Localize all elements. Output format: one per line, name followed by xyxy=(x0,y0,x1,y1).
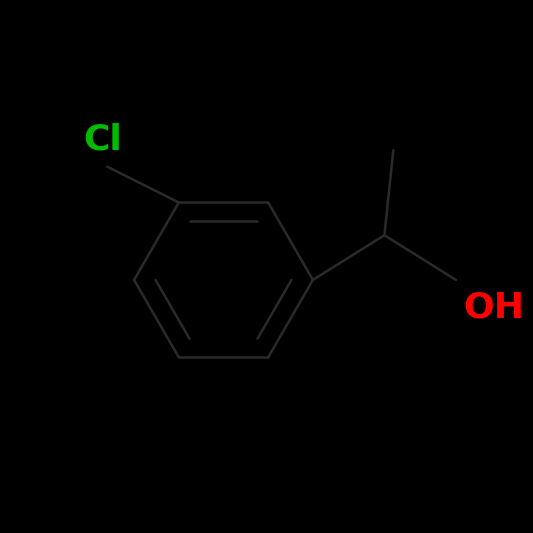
Text: Cl: Cl xyxy=(84,122,122,156)
Text: OH: OH xyxy=(463,290,524,325)
